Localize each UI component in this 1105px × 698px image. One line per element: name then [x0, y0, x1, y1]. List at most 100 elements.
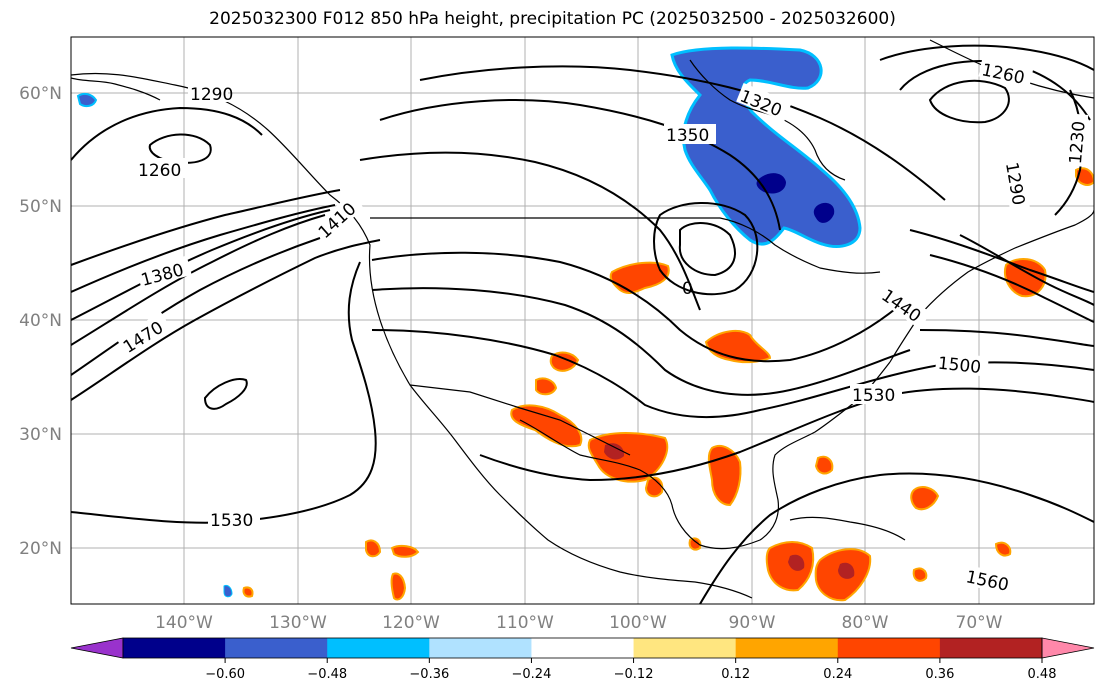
lon-label-110w: 110°W — [496, 613, 554, 633]
contour-label-bg-10 — [1001, 158, 1031, 214]
contour-1440-east — [371, 251, 901, 363]
lon-label-80w: 80°W — [842, 613, 889, 633]
contour-label-bg-8 — [664, 124, 716, 144]
contour-1260-low — [148, 133, 212, 164]
precip-area-central-america — [688, 537, 702, 551]
contour-1350-west — [71, 204, 336, 293]
precip-area-nm — [535, 377, 558, 396]
lat-label-30n: 30°N — [19, 425, 62, 445]
contour-1230-east — [1054, 89, 1083, 216]
graticule — [71, 37, 1094, 604]
lat-label-60n: 60°N — [19, 84, 62, 104]
contour-label-bg-13 — [935, 351, 989, 377]
contour-label-bg-12 — [876, 282, 932, 330]
colorbar-segments — [70, 637, 1095, 659]
contour-label-bg-7 — [736, 82, 792, 122]
precip-area-texas-strong — [604, 443, 625, 460]
latitude-labels: 60°N 50°N 40°N 30°N 20°N — [19, 84, 62, 559]
contour-1470 — [71, 239, 381, 401]
colorbar-tick-label: −0.36 — [409, 667, 449, 682]
contour-1530-east — [479, 387, 1094, 482]
contour-label-1350: 1350 — [666, 126, 709, 146]
contour-label-bg-15 — [962, 564, 1018, 596]
colorbar-segment — [531, 638, 635, 658]
contour-atlantic-ridge — [959, 234, 1094, 306]
colorbar-segment — [225, 638, 328, 658]
lon-label-70w: 70°W — [956, 613, 1003, 633]
lat-label-20n: 20°N — [19, 539, 62, 559]
colorbar-outline — [122, 637, 1043, 659]
contour-label-1530-east: 1530 — [852, 386, 895, 406]
lon-label-120w: 120°W — [382, 613, 440, 633]
contour-low-box — [203, 378, 248, 410]
contour-1470-east — [371, 287, 911, 396]
contour-label-0: 0 — [682, 279, 693, 299]
contour-east-1380 — [909, 229, 1094, 293]
precip-area-caribbean-strong-2 — [838, 562, 855, 579]
contour-label-1290-west: 1290 — [190, 85, 233, 105]
colorbar-extend-high — [1041, 637, 1095, 659]
colorbar: −0.60 −0.48 −0.36 −0.24 −0.12 0.12 0.24 0.36 0.4… — [70, 637, 1095, 682]
colorbar-tick-label: 0.48 — [1028, 667, 1057, 682]
coastline-gulf — [519, 361, 891, 550]
colorbar-tick-label: 0.12 — [721, 667, 750, 682]
precip-area-pacific-negative — [76, 92, 98, 108]
colorbar-ticks — [224, 658, 1043, 663]
colorbar-tick-label: 0.24 — [823, 667, 852, 682]
contour-1410 — [71, 214, 326, 346]
border-us-canada — [370, 217, 881, 274]
contour-1530-low-west — [71, 261, 377, 524]
contour-1320-north — [419, 65, 946, 201]
lon-label-140w: 140°W — [155, 613, 213, 633]
precip-area-sw-us — [549, 351, 580, 372]
precip-area-plains — [609, 261, 670, 295]
contour-1320-west — [71, 189, 341, 266]
contour-low-ring — [653, 202, 759, 296]
contour-atlantic-1470 — [919, 329, 1094, 347]
colorbar-tick-label: −0.48 — [307, 667, 347, 682]
lon-label-90w: 90°W — [729, 613, 776, 633]
border-us-mexico — [409, 384, 631, 456]
contour-label-bg-6 — [208, 510, 260, 530]
colorbar-segment — [633, 638, 737, 658]
contour-label-bg-9 — [978, 56, 1034, 88]
contour-1320-east — [879, 44, 1094, 71]
lat-label-50n: 50°N — [19, 197, 62, 217]
contour-inner-low — [678, 222, 736, 277]
precip-area-caribbean-east — [994, 541, 1012, 557]
colorbar-segment — [327, 638, 430, 658]
precip-area-caribbean-strong — [788, 554, 805, 571]
contour-label-bg-2 — [136, 158, 188, 178]
contour-1440 — [71, 237, 321, 376]
contour-1290-ring — [71, 106, 263, 161]
lon-label-130w: 130°W — [269, 613, 327, 633]
colorbar-tick-label: −0.24 — [512, 667, 552, 682]
precip-area-canada-strong-2 — [813, 202, 835, 223]
colorbar-tick-label: −0.12 — [614, 667, 654, 682]
contour-labels: 1290 1260 1410 1380 1470 1530 1320 1350 … — [116, 56, 1090, 596]
precip-area-pacific-small-3 — [242, 586, 254, 598]
colorbar-tick-label: −0.60 — [205, 667, 245, 682]
precip-area-baja — [390, 572, 407, 601]
contour-label-1260-west: 1260 — [138, 161, 181, 181]
precip-area-yucatan — [814, 455, 834, 475]
map-frame — [70, 36, 1095, 605]
longitude-labels: 140°W 130°W 120°W 110°W 100°W 90°W 80°W … — [155, 613, 1003, 633]
colorbar-segment — [939, 638, 1043, 658]
colorbar-extend-low — [70, 637, 124, 659]
precip-area-canada-negative — [670, 46, 862, 248]
contour-label-1230: 1230 — [1066, 120, 1090, 165]
contour-label-bg-11 — [1063, 113, 1089, 167]
contour-label-bg-14 — [850, 384, 902, 404]
lat-label-40n: 40°N — [19, 311, 62, 331]
lon-label-100w: 100°W — [609, 613, 667, 633]
precip-area-pacific-small-2 — [390, 544, 420, 558]
precip-area-bahamas — [912, 567, 928, 582]
plot-title: 2025032300 F012 850 hPa height, precipit… — [209, 9, 896, 29]
coastline-alaska-islands — [71, 77, 161, 101]
precip-strong-positive-areas — [604, 443, 855, 579]
coastline-cuba — [789, 516, 906, 541]
contour-1560 — [699, 472, 1094, 604]
colorbar-segment — [123, 638, 226, 658]
